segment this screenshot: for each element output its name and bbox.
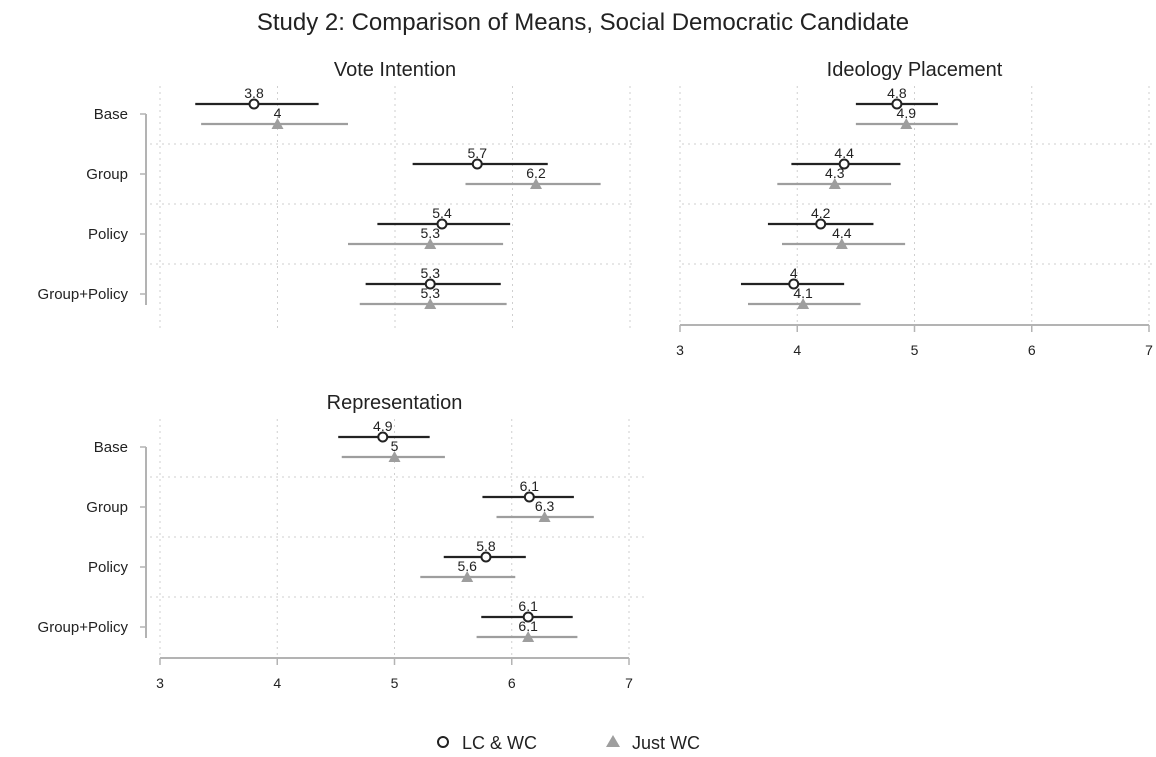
point-just-wc-group-policy [797, 298, 810, 309]
point-just-wc-policy [461, 571, 474, 582]
point-lc-wc-base [891, 98, 903, 110]
panel-representation: Representation Base Group Policy Group+Polic… [38, 392, 646, 691]
x-tick-label-7: 7 [1145, 342, 1153, 358]
point-lc-wc-policy [480, 551, 492, 563]
value-label-just-wc-policy: 5.3 [421, 225, 441, 241]
chart-title: Study 2: Comparison of Means, Social Dem… [257, 9, 909, 36]
point-just-wc-group-policy [522, 631, 535, 642]
point-lc-wc-group-policy [788, 278, 800, 290]
point-lc-wc-group-policy [522, 611, 534, 623]
point-just-wc-group-policy [424, 298, 437, 309]
category-label-policy: Policy [88, 559, 129, 576]
value-label-lc-wc-group-policy: 6.1 [518, 598, 538, 614]
point-just-wc-policy [835, 238, 848, 249]
category-label-base: Base [94, 439, 128, 456]
x-tick-label-5: 5 [911, 342, 919, 358]
value-label-just-wc-group-policy: 5.3 [421, 285, 441, 301]
value-label-lc-wc-group-policy: 4 [790, 265, 798, 281]
legend-label-just-wc: Just WC [632, 733, 700, 753]
legend-marker-just-wc [606, 735, 620, 747]
point-lc-wc-group [838, 158, 850, 170]
value-label-just-wc-group-policy: 4.1 [793, 285, 813, 301]
category-label-group-policy: Group+Policy [38, 619, 129, 636]
value-label-lc-wc-base: 4.8 [887, 85, 907, 101]
value-label-lc-wc-group: 4.4 [834, 145, 854, 161]
panels: Vote Intention Base Group Policy Group+Polic… [38, 59, 1154, 691]
x-tick-label-6: 6 [508, 675, 516, 691]
x-tick-label-3: 3 [676, 342, 684, 358]
value-label-lc-wc-policy: 5.4 [432, 205, 452, 221]
category-label-group-policy: Group+Policy [38, 286, 129, 303]
point-lc-wc-group [471, 158, 483, 170]
x-tick-label-3: 3 [156, 675, 164, 691]
legend-marker-lc-wc [437, 736, 449, 748]
point-lc-wc-policy [815, 218, 827, 230]
point-lc-wc-base [248, 98, 260, 110]
panel-title-vote-intention: Vote Intention [334, 59, 456, 81]
value-label-just-wc-group-policy: 6.1 [518, 618, 538, 634]
point-just-wc-group [530, 178, 542, 189]
point-just-wc-group [828, 178, 841, 189]
point-just-wc-base [388, 451, 401, 462]
point-lc-wc-group-policy [424, 278, 436, 290]
point-lc-wc-policy [436, 218, 448, 230]
point-just-wc-base [271, 118, 284, 129]
legend-item-just-wc: Just WC [606, 733, 700, 753]
x-tick-label-7: 7 [625, 675, 633, 691]
value-label-just-wc-group: 6.2 [526, 165, 546, 181]
point-lc-wc-group [523, 491, 535, 503]
legend-item-lc-wc: LC & WC [437, 733, 537, 753]
value-label-just-wc-group: 6.3 [535, 498, 555, 514]
panel-title-representation: Representation [327, 392, 463, 414]
value-label-just-wc-base: 5 [391, 438, 399, 454]
x-tick-label-5: 5 [391, 675, 399, 691]
point-just-wc-group [538, 511, 551, 522]
point-just-wc-policy [424, 238, 437, 249]
value-label-lc-wc-policy: 4.2 [811, 205, 831, 221]
value-label-lc-wc-base: 3.8 [244, 85, 264, 101]
category-label-group: Group [86, 499, 128, 516]
value-label-lc-wc-group-policy: 5.3 [421, 265, 441, 281]
value-label-lc-wc-group: 6.1 [520, 478, 540, 494]
point-just-wc-base [900, 118, 913, 129]
legend-label-lc-wc: LC & WC [462, 733, 537, 753]
category-label-group: Group [86, 166, 128, 183]
value-label-just-wc-base: 4 [274, 105, 282, 121]
legend: LC & WC Just WC [437, 733, 700, 753]
x-tick-label-6: 6 [1028, 342, 1036, 358]
value-label-lc-wc-policy: 5.8 [476, 538, 496, 554]
panel-ideology-placement: Ideology Placement 3 4 5 6 7 4.9 4.3 4.4 4.1 4.8 4.… [676, 59, 1153, 358]
x-tick-label-4: 4 [793, 342, 801, 358]
x-tick-label-4: 4 [273, 675, 281, 691]
value-label-just-wc-policy: 5.6 [457, 558, 477, 574]
value-label-just-wc-base: 4.9 [897, 105, 917, 121]
category-label-base: Base [94, 106, 128, 123]
value-label-lc-wc-group: 5.7 [468, 145, 488, 161]
category-label-policy: Policy [88, 226, 129, 243]
value-label-just-wc-group: 4.3 [825, 165, 845, 181]
value-label-just-wc-policy: 4.4 [832, 225, 852, 241]
panel-title-ideology-placement: Ideology Placement [827, 59, 1003, 81]
panel-vote-intention: Vote Intention Base Group Policy Group+Polic… [38, 59, 636, 330]
value-label-lc-wc-base: 4.9 [373, 418, 393, 434]
point-lc-wc-base [377, 431, 389, 443]
